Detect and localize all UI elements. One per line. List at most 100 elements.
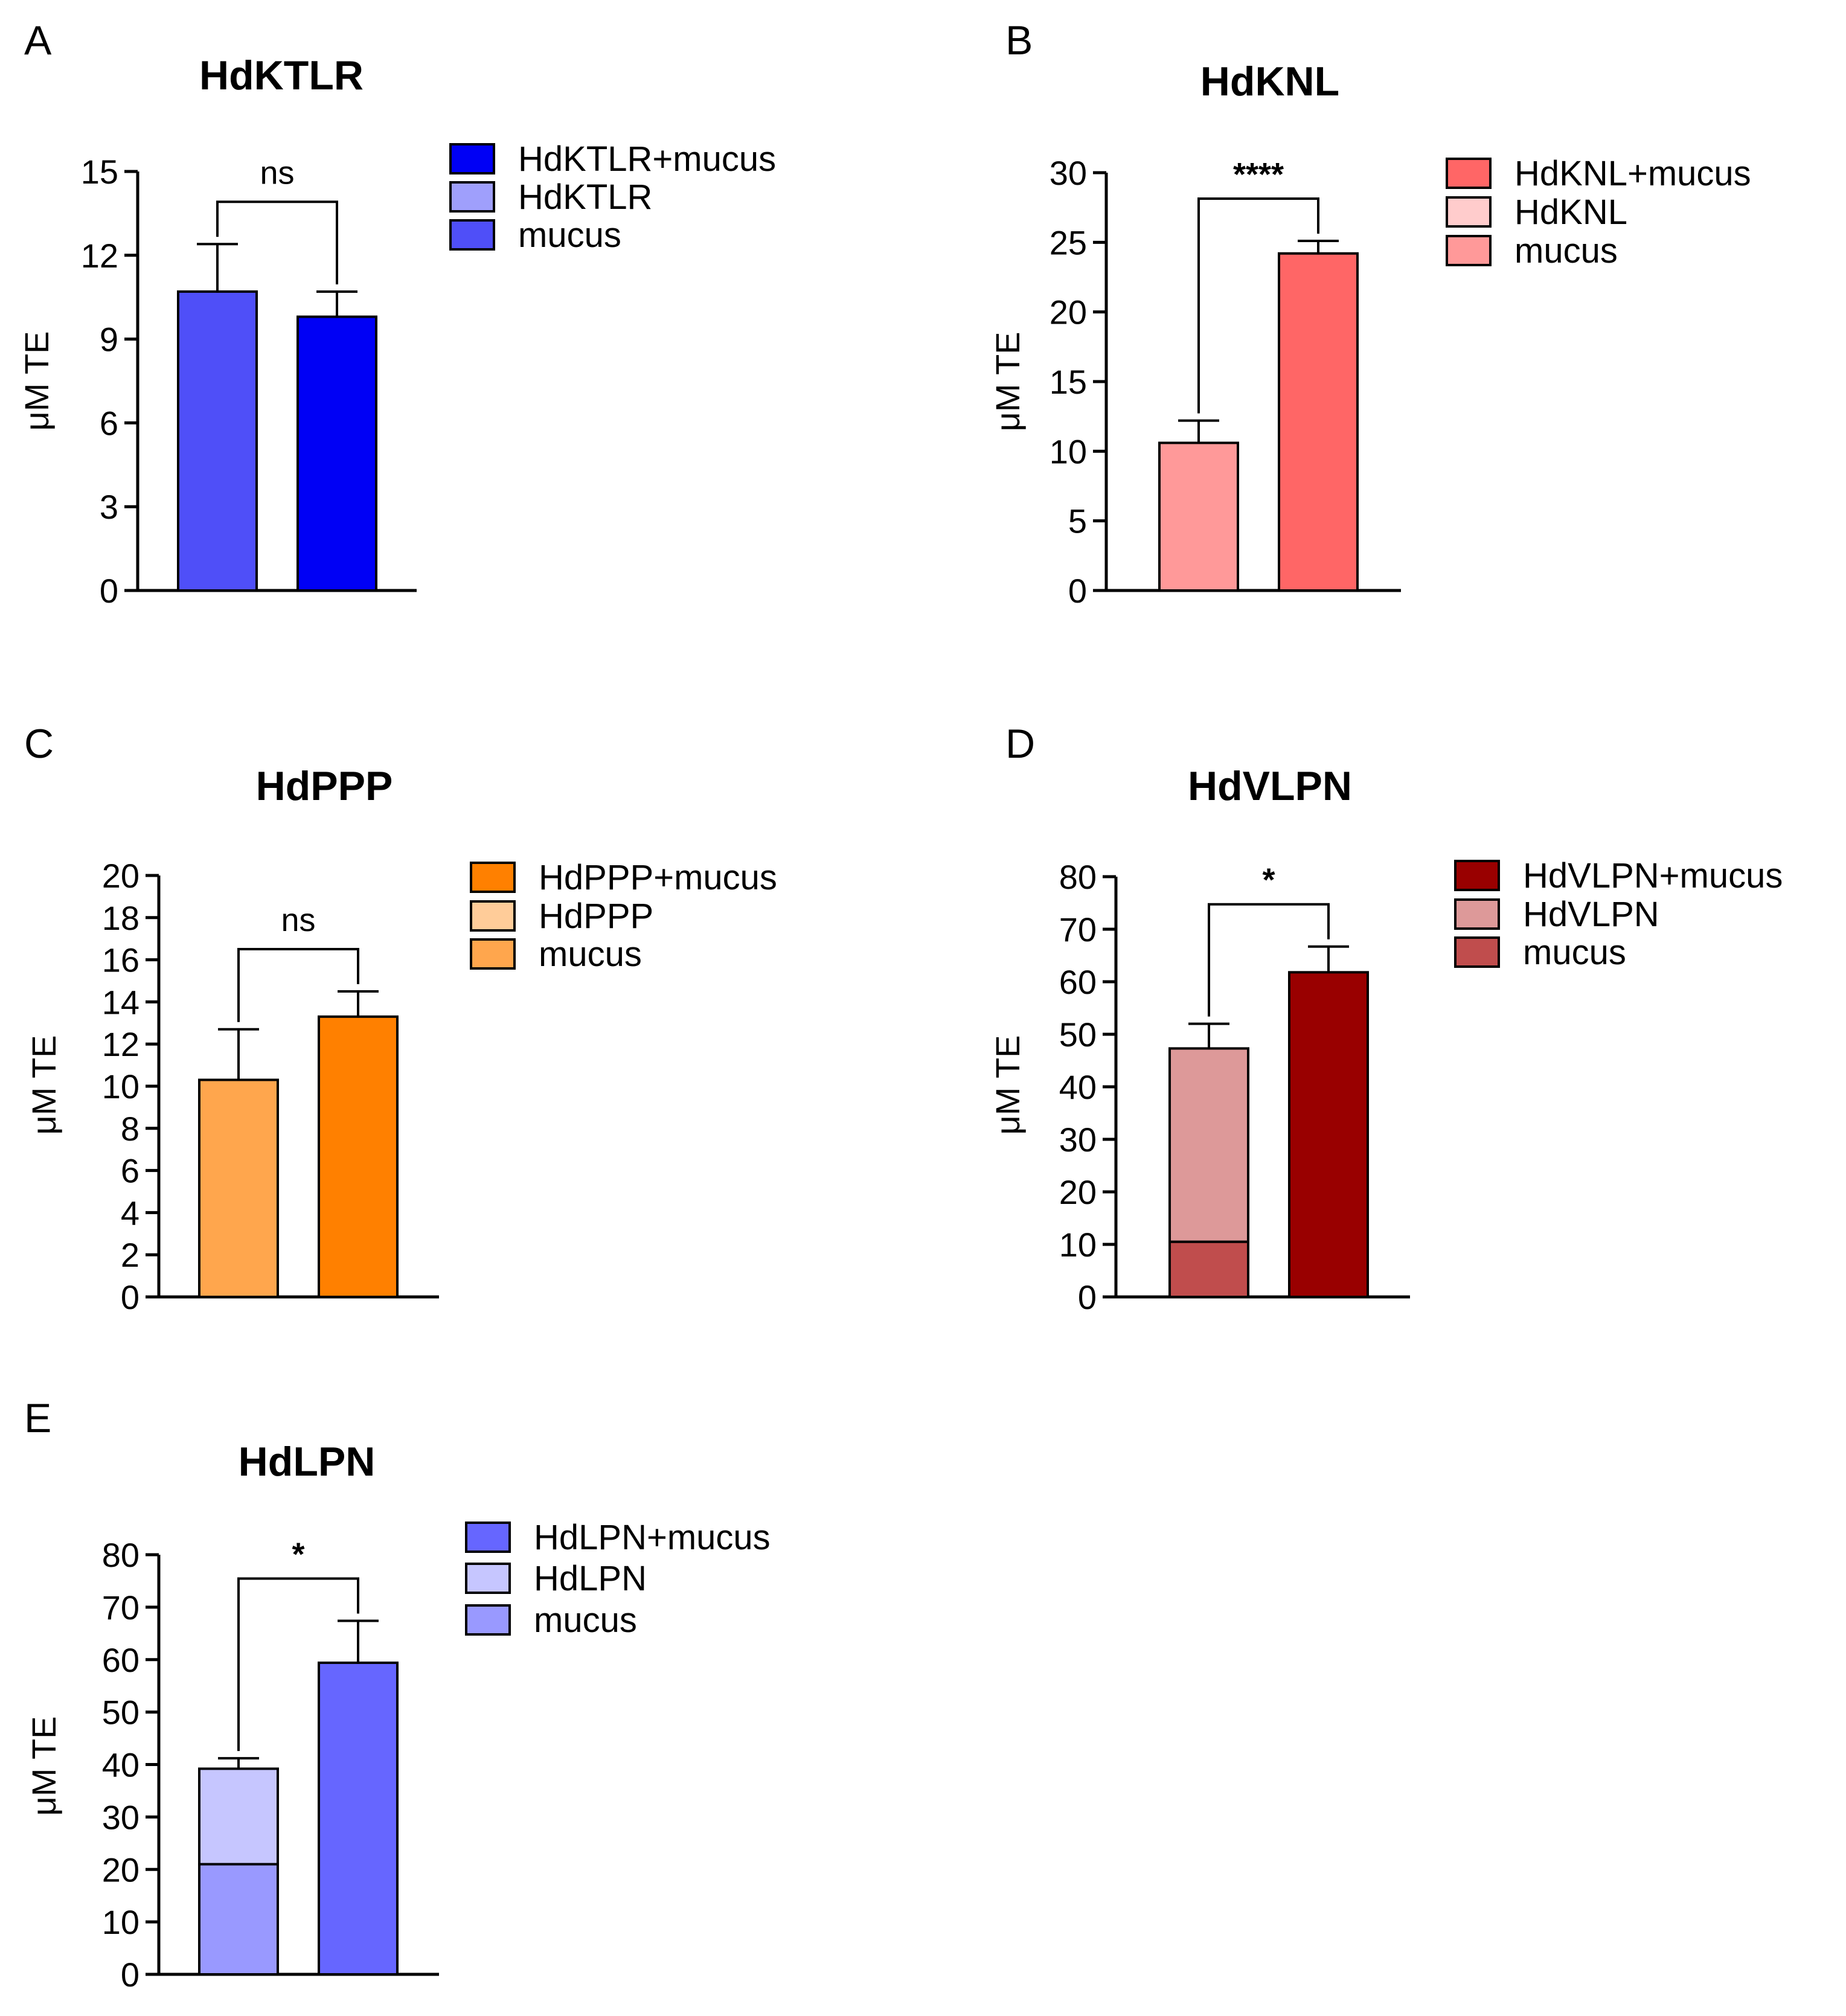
- bar-group: [1288, 945, 1369, 1298]
- legend-swatch: [1446, 235, 1492, 266]
- bar-group: [1158, 419, 1239, 592]
- y-tick-label: 30: [1059, 1121, 1097, 1159]
- bar: [177, 290, 258, 592]
- bar: [198, 1078, 279, 1299]
- significance-bracket: [216, 200, 338, 284]
- y-tick-label: 0: [100, 572, 118, 610]
- significance-label: *: [292, 1536, 304, 1572]
- bar: [1158, 441, 1239, 592]
- y-tick-label: 5: [1068, 502, 1087, 540]
- significance-label: ns: [281, 902, 315, 938]
- legend-label: HdPPP: [539, 897, 653, 936]
- bar-group: [1168, 1022, 1249, 1298]
- significance-bracket: [1208, 903, 1330, 1017]
- bar-group: [198, 1028, 279, 1299]
- chart-title: HdVLPN: [1188, 763, 1352, 809]
- y-tick-label: 15: [81, 153, 118, 191]
- legend-swatch: [1446, 158, 1492, 189]
- legend-swatch: [1454, 860, 1500, 891]
- legend-label: HdVLPN+mucus: [1523, 856, 1783, 895]
- legend-swatch: [449, 181, 495, 213]
- legend-label: mucus: [518, 216, 621, 255]
- y-tick-label: 20: [1059, 1173, 1097, 1211]
- y-tick-label: 15: [1050, 363, 1087, 401]
- bar: [198, 1863, 279, 1976]
- y-tick-label: 0: [1068, 572, 1087, 610]
- legend-swatch: [1446, 196, 1492, 228]
- bar: [1288, 971, 1369, 1298]
- y-tick-label: 0: [121, 1956, 139, 1994]
- legend-label: HdLPN+mucus: [534, 1518, 771, 1557]
- legend-label: HdPPP+mucus: [539, 858, 777, 897]
- legend-swatch: [465, 1604, 511, 1636]
- y-tick-label: 60: [102, 1641, 139, 1679]
- bar: [198, 1767, 279, 1866]
- y-axis-label: μM TE: [18, 331, 56, 430]
- y-tick-label: 70: [102, 1589, 139, 1627]
- bar-group: [198, 1757, 279, 1976]
- legend-label: HdKNL: [1514, 193, 1627, 232]
- y-tick-label: 14: [102, 983, 139, 1021]
- y-axis-label: μM TE: [989, 331, 1027, 431]
- y-tick-label: 25: [1050, 223, 1087, 261]
- bar: [318, 1661, 399, 1976]
- significance-bracket: [1197, 197, 1319, 414]
- y-tick-label: 80: [1059, 858, 1097, 896]
- legend-label: mucus: [1523, 933, 1626, 972]
- bar: [1168, 1240, 1249, 1298]
- y-tick-label: 12: [81, 237, 118, 275]
- significance-label: ****: [1233, 156, 1284, 193]
- y-tick-label: 60: [1059, 963, 1097, 1001]
- y-tick-label: 20: [102, 1851, 139, 1889]
- bar: [318, 1015, 399, 1298]
- panel-letter: E: [24, 1395, 51, 1441]
- y-tick-label: 50: [1059, 1016, 1097, 1054]
- panel-letter: C: [24, 721, 54, 767]
- y-tick-label: 30: [1050, 154, 1087, 192]
- legend-label: HdKTLR+mucus: [518, 139, 776, 179]
- chart-title: HdKNL: [1200, 59, 1339, 104]
- legend-label: mucus: [534, 1601, 637, 1640]
- bar: [296, 315, 377, 592]
- y-tick-label: 2: [121, 1236, 139, 1274]
- legend-label: HdKNL+mucus: [1514, 154, 1751, 193]
- legend-swatch: [449, 143, 495, 174]
- y-tick-label: 12: [102, 1025, 139, 1063]
- y-tick-label: 10: [1059, 1226, 1097, 1264]
- legend-label: mucus: [539, 935, 642, 974]
- significance-label: ns: [260, 155, 294, 191]
- legend-label: HdVLPN: [1523, 895, 1659, 934]
- y-tick-label: 0: [1078, 1278, 1097, 1316]
- y-tick-label: 4: [121, 1194, 139, 1232]
- significance-label: *: [1262, 862, 1275, 898]
- legend-swatch: [470, 862, 516, 893]
- bar: [1168, 1047, 1249, 1243]
- y-tick-label: 30: [102, 1798, 139, 1836]
- bar: [1278, 252, 1359, 592]
- y-tick-label: 10: [102, 1067, 139, 1106]
- bar-group: [318, 1619, 399, 1976]
- y-tick-label: 10: [1050, 432, 1087, 470]
- bar-group: [177, 243, 258, 592]
- legend-label: HdLPN: [534, 1559, 647, 1598]
- y-tick-label: 16: [102, 941, 139, 979]
- y-tick-label: 20: [102, 857, 139, 895]
- legend-swatch: [465, 1522, 511, 1553]
- y-tick-label: 40: [102, 1746, 139, 1784]
- panel-letter: A: [24, 18, 52, 63]
- panel-c: C HdPPP μM TE 0 2 4 6 8 10 12 14 16 18 20 ns HdPPP+mucu…: [24, 721, 777, 1316]
- legend-swatch: [470, 938, 516, 970]
- y-axis-label: μM TE: [25, 1035, 63, 1134]
- y-tick-label: 18: [102, 899, 139, 937]
- y-tick-label: 3: [100, 488, 118, 526]
- y-tick-label: 40: [1059, 1068, 1097, 1106]
- chart-title: HdPPP: [256, 763, 393, 809]
- panel-e: E HdLPN μM TE 0 10 20 30 40 50 60 70 80 * HdLPN+mucus…: [24, 1395, 771, 1994]
- chart-title: HdKTLR: [199, 53, 364, 98]
- bar-group: [318, 990, 399, 1298]
- y-tick-label: 20: [1050, 293, 1087, 331]
